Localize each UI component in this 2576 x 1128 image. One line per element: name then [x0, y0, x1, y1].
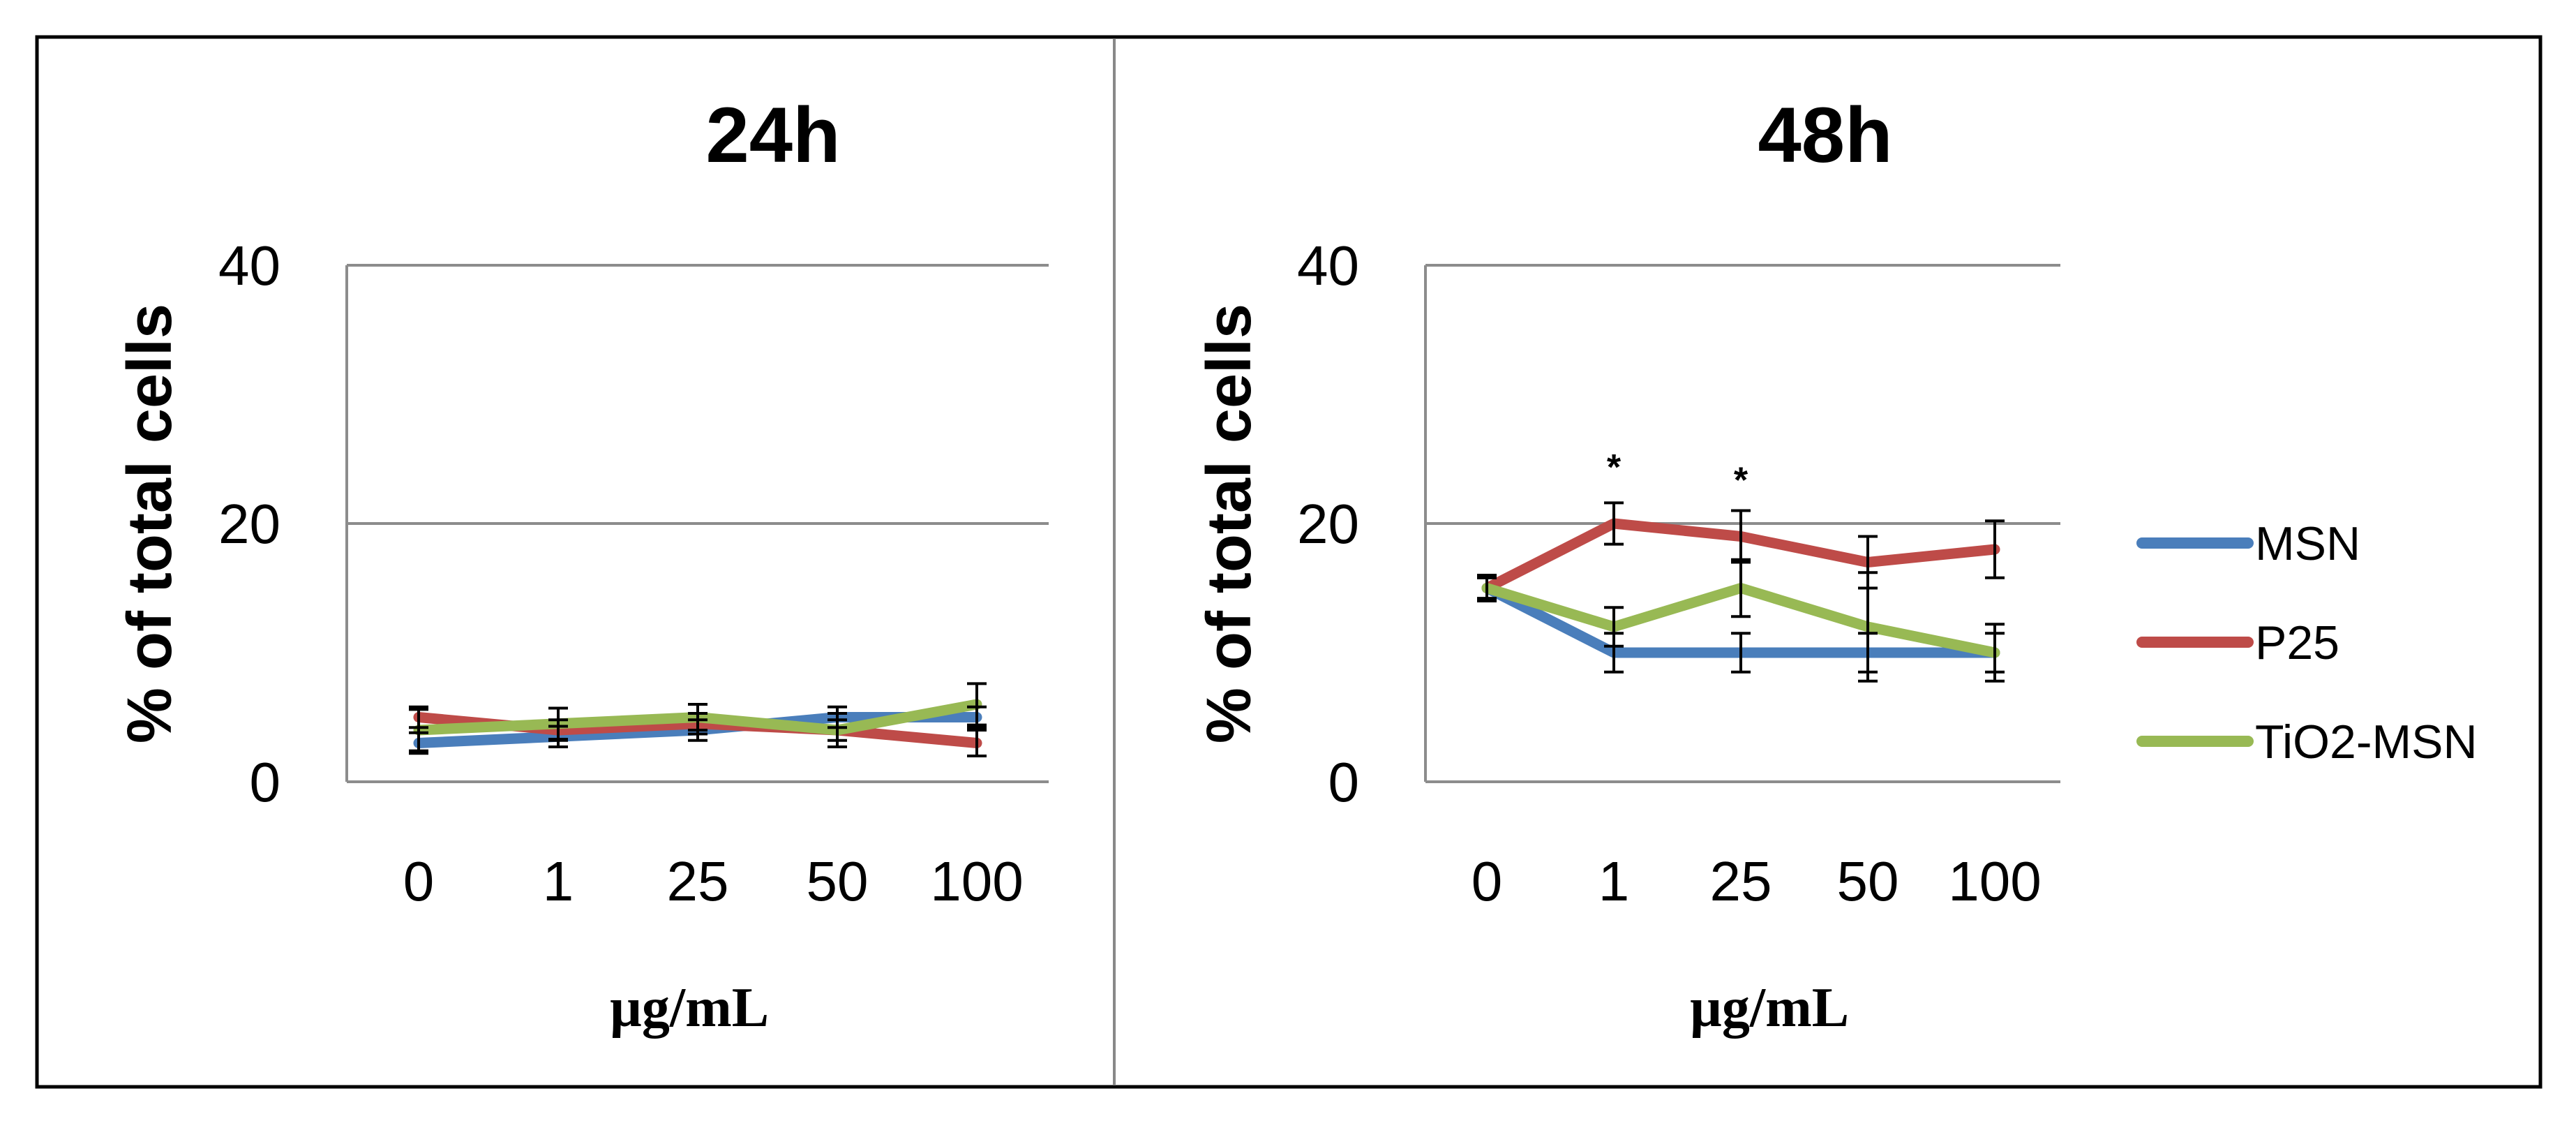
error-bar-tio2-msn — [548, 706, 568, 741]
error-bar-tio2-msn — [828, 711, 847, 749]
x-tick-label: 0 — [1472, 850, 1503, 912]
chart-48h: 48h % of total cells µg/mL 0 20 40 0 1 25 50 10… — [1195, 91, 2060, 1039]
y-axis-label: % of total cells — [115, 304, 185, 743]
x-tick-label: 25 — [667, 850, 729, 912]
x-axis-label: µg/mL — [1690, 977, 1849, 1039]
legend-label-msn: MSN — [2255, 517, 2360, 570]
error-bar-tio2-msn — [409, 708, 428, 752]
legend-entry-msn: MSN — [2136, 517, 2360, 570]
legend-label-p25: P25 — [2255, 616, 2339, 669]
x-tick-label: 50 — [807, 850, 869, 912]
y-axis-label: % of total cells — [1195, 304, 1264, 743]
error-bar-p25 — [1604, 501, 1624, 546]
chart-24h: 24h % of total cells µg/mL 0 20 40 0 1 25 50 10… — [115, 91, 1049, 1039]
x-tick-label: 100 — [1948, 850, 2041, 912]
x-tick-label: 1 — [543, 850, 574, 912]
x-tick-label: 100 — [930, 850, 1023, 912]
figure-frame — [35, 35, 2543, 1089]
x-tick-label: 25 — [1710, 850, 1772, 912]
error-bar-p25 — [967, 729, 987, 757]
error-bar-tio2-msn — [1858, 571, 1878, 683]
x-axis-label: µg/mL — [610, 977, 769, 1039]
legend-label-tio2-msn: TiO2-MSN — [2255, 715, 2478, 769]
chart-title: 48h — [1758, 91, 1893, 179]
significance-marker: * — [1734, 461, 1748, 501]
significance-marker: * — [1607, 447, 1622, 488]
legend-entry-p25: P25 — [2136, 616, 2339, 669]
y-tick-label: 0 — [250, 751, 281, 813]
y-tick-label: 20 — [218, 493, 280, 555]
y-tick-label: 20 — [1297, 493, 1359, 555]
error-bar-tio2-msn — [1477, 576, 1497, 600]
error-bar-msn — [1731, 632, 1751, 674]
error-bar-tio2-msn — [967, 682, 987, 727]
error-bar-p25 — [1985, 519, 2005, 579]
x-tick-label: 50 — [1837, 850, 1899, 912]
x-tick-label: 0 — [403, 850, 435, 912]
y-tick-label: 40 — [1297, 235, 1359, 297]
legend: MSN P25 TiO2-MSN — [2136, 517, 2478, 769]
legend-entry-tio2-msn: TiO2-MSN — [2136, 715, 2478, 769]
y-tick-label: 0 — [1328, 751, 1360, 813]
y-tick-label: 40 — [218, 235, 280, 297]
chart-title: 24h — [706, 91, 841, 179]
error-bar-tio2-msn — [1985, 623, 2005, 683]
x-tick-label: 1 — [1598, 850, 1630, 912]
error-bar-tio2-msn — [1604, 606, 1624, 648]
error-bar-tio2-msn — [1731, 558, 1751, 618]
error-bar-tio2-msn — [688, 703, 707, 732]
